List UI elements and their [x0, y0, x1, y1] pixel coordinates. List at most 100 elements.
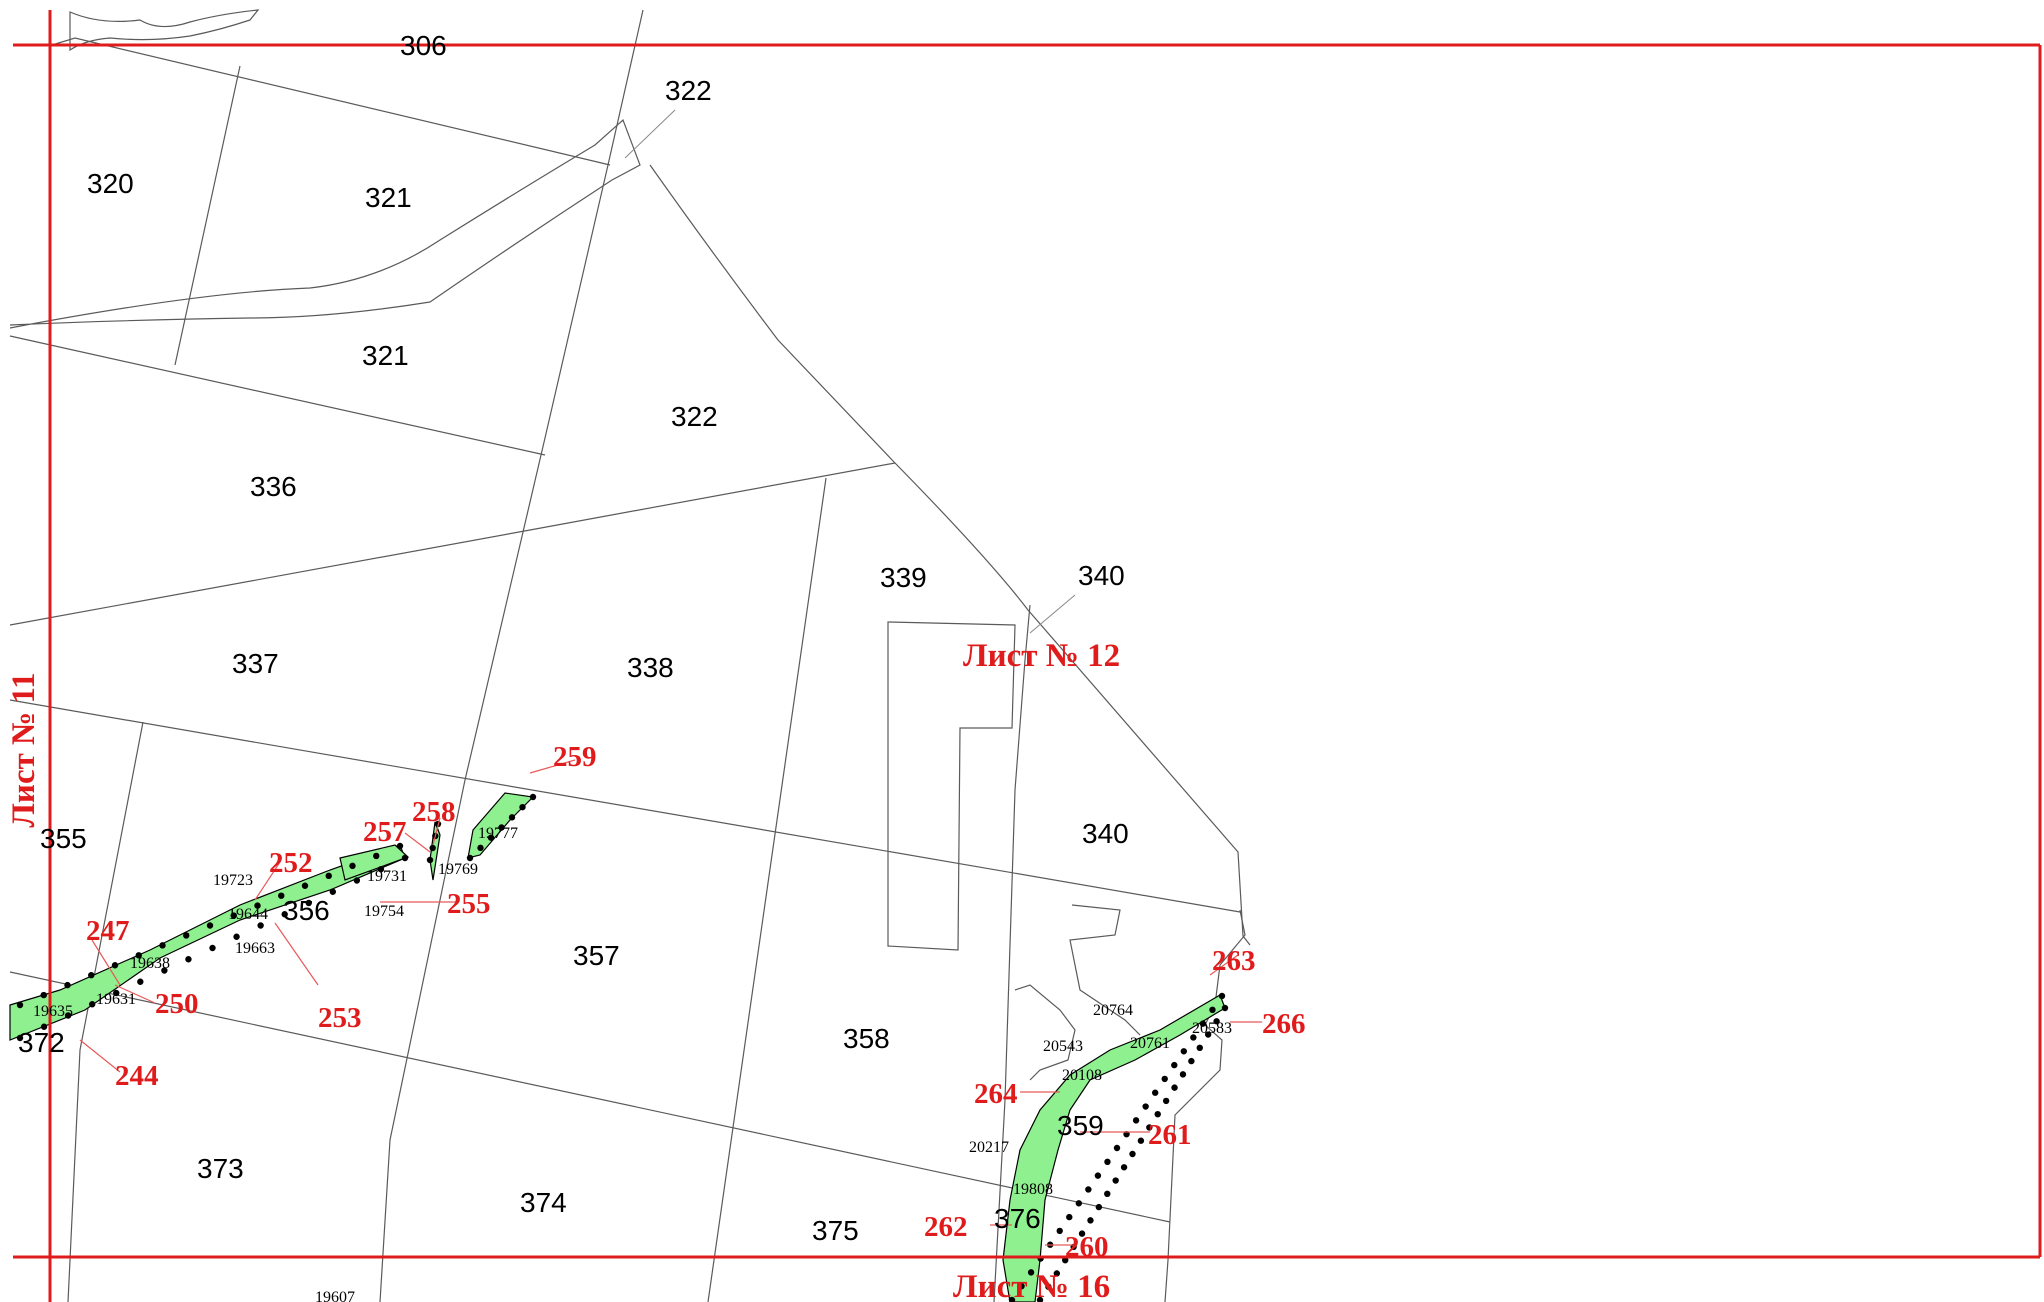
survey-point [159, 942, 166, 949]
point-label: 20583 [1192, 1020, 1232, 1037]
survey-point [1078, 1230, 1086, 1237]
survey-point [1180, 1048, 1188, 1055]
point-label: 19607 [315, 1289, 355, 1302]
survey-point [16, 1001, 24, 1009]
survey-point [1179, 1071, 1187, 1078]
survey-point [206, 922, 214, 929]
point-label: 19663 [235, 940, 275, 957]
survey-point [1062, 1256, 1069, 1264]
survey-point [1162, 1097, 1170, 1105]
parcel-label: 359 [1057, 1110, 1104, 1141]
survey-point [64, 981, 71, 989]
parcel-label: 372 [18, 1027, 65, 1058]
survey-point [183, 932, 190, 939]
marker-label: 247 [86, 915, 130, 947]
survey-point [209, 944, 216, 952]
survey-point [1151, 1089, 1159, 1096]
parcel-label: 321 [365, 182, 412, 213]
point-label: 19723 [213, 872, 253, 889]
survey-point [1104, 1190, 1111, 1198]
marker-label: 264 [974, 1078, 1018, 1110]
point-label: 19808 [1013, 1181, 1053, 1198]
survey-point [161, 967, 168, 974]
survey-point [1056, 1227, 1063, 1235]
sheet-label-bottom: Лист № 16 [953, 1269, 1110, 1302]
survey-point [1154, 1110, 1161, 1118]
marker-label: 259 [553, 741, 597, 773]
survey-point [1132, 1117, 1140, 1124]
point-label: 19754 [364, 903, 404, 920]
marker-label: 262 [924, 1211, 968, 1243]
survey-point [429, 844, 436, 852]
point-label: 19638 [130, 955, 170, 972]
marker-label: 261 [1148, 1119, 1192, 1151]
survey-point [1190, 1034, 1197, 1041]
point-label: 19731 [367, 868, 407, 885]
survey-point [498, 824, 505, 831]
marker-label: 257 [363, 816, 407, 848]
parcel-label: 375 [812, 1215, 859, 1246]
survey-point [305, 899, 312, 907]
marker-label: 252 [269, 847, 313, 879]
survey-point [1204, 1031, 1212, 1038]
survey-point [349, 862, 356, 870]
point-label: 20761 [1130, 1035, 1170, 1052]
survey-point [88, 971, 95, 979]
parcel-label: 321 [362, 340, 409, 371]
parcel-labels: 306 322 320 321 321 322 336 339 340 337 … [18, 30, 1129, 1246]
survey-point [1094, 1172, 1102, 1179]
survey-point [1171, 1061, 1178, 1069]
parcel-label: 336 [250, 471, 297, 502]
survey-point [40, 1023, 48, 1030]
survey-point [1171, 1084, 1178, 1091]
survey-point [1213, 1018, 1220, 1025]
gray-leaders [624, 109, 1076, 634]
parcel-label: 322 [665, 75, 712, 106]
survey-point [477, 844, 484, 852]
survey-point [487, 834, 495, 841]
survey-point [88, 1001, 96, 1008]
point-label: 20764 [1093, 1002, 1133, 1019]
parcel-label: 340 [1078, 560, 1125, 591]
marker-label: 266 [1262, 1008, 1306, 1040]
point-label: 19777 [478, 825, 518, 842]
point-label: 19769 [438, 861, 478, 878]
survey-point [1112, 1177, 1119, 1184]
survey-point [325, 872, 332, 880]
survey-point [113, 989, 120, 997]
survey-point [377, 866, 385, 873]
marker-label: 244 [115, 1060, 159, 1092]
survey-point [1161, 1075, 1168, 1083]
survey-point [257, 922, 264, 929]
parcel-label: 322 [671, 401, 718, 432]
survey-point [1146, 1124, 1153, 1131]
survey-point [353, 877, 361, 884]
marker-label: 250 [155, 988, 199, 1020]
parcel-label: 339 [880, 562, 927, 593]
point-label: 20217 [969, 1139, 1009, 1156]
survey-point [426, 856, 434, 864]
point-label: 19635 [33, 1003, 73, 1020]
sheet-label-left: Лист № 11 [6, 672, 42, 827]
parcel-label: 376 [994, 1203, 1041, 1234]
survey-point [1053, 1270, 1061, 1277]
survey-point [1221, 1004, 1229, 1012]
survey-point [1036, 1296, 1044, 1302]
survey-point [135, 952, 142, 959]
point-labels: 19777 19769 19723 19731 19754 19644 1966… [33, 825, 1232, 1302]
survey-point [529, 793, 537, 801]
sheet-frame [13, 10, 2042, 1302]
survey-point [1085, 1186, 1092, 1193]
survey-point [64, 1012, 72, 1019]
parcel-label: 355 [40, 823, 87, 854]
survey-point [40, 991, 47, 999]
survey-point [16, 1034, 24, 1042]
survey-point [1199, 1020, 1207, 1027]
survey-point [1209, 1006, 1216, 1014]
survey-points [16, 793, 1229, 1302]
parcel-label: 374 [520, 1187, 567, 1218]
survey-point [1027, 1269, 1035, 1276]
survey-point [281, 911, 288, 918]
survey-point [185, 956, 192, 963]
